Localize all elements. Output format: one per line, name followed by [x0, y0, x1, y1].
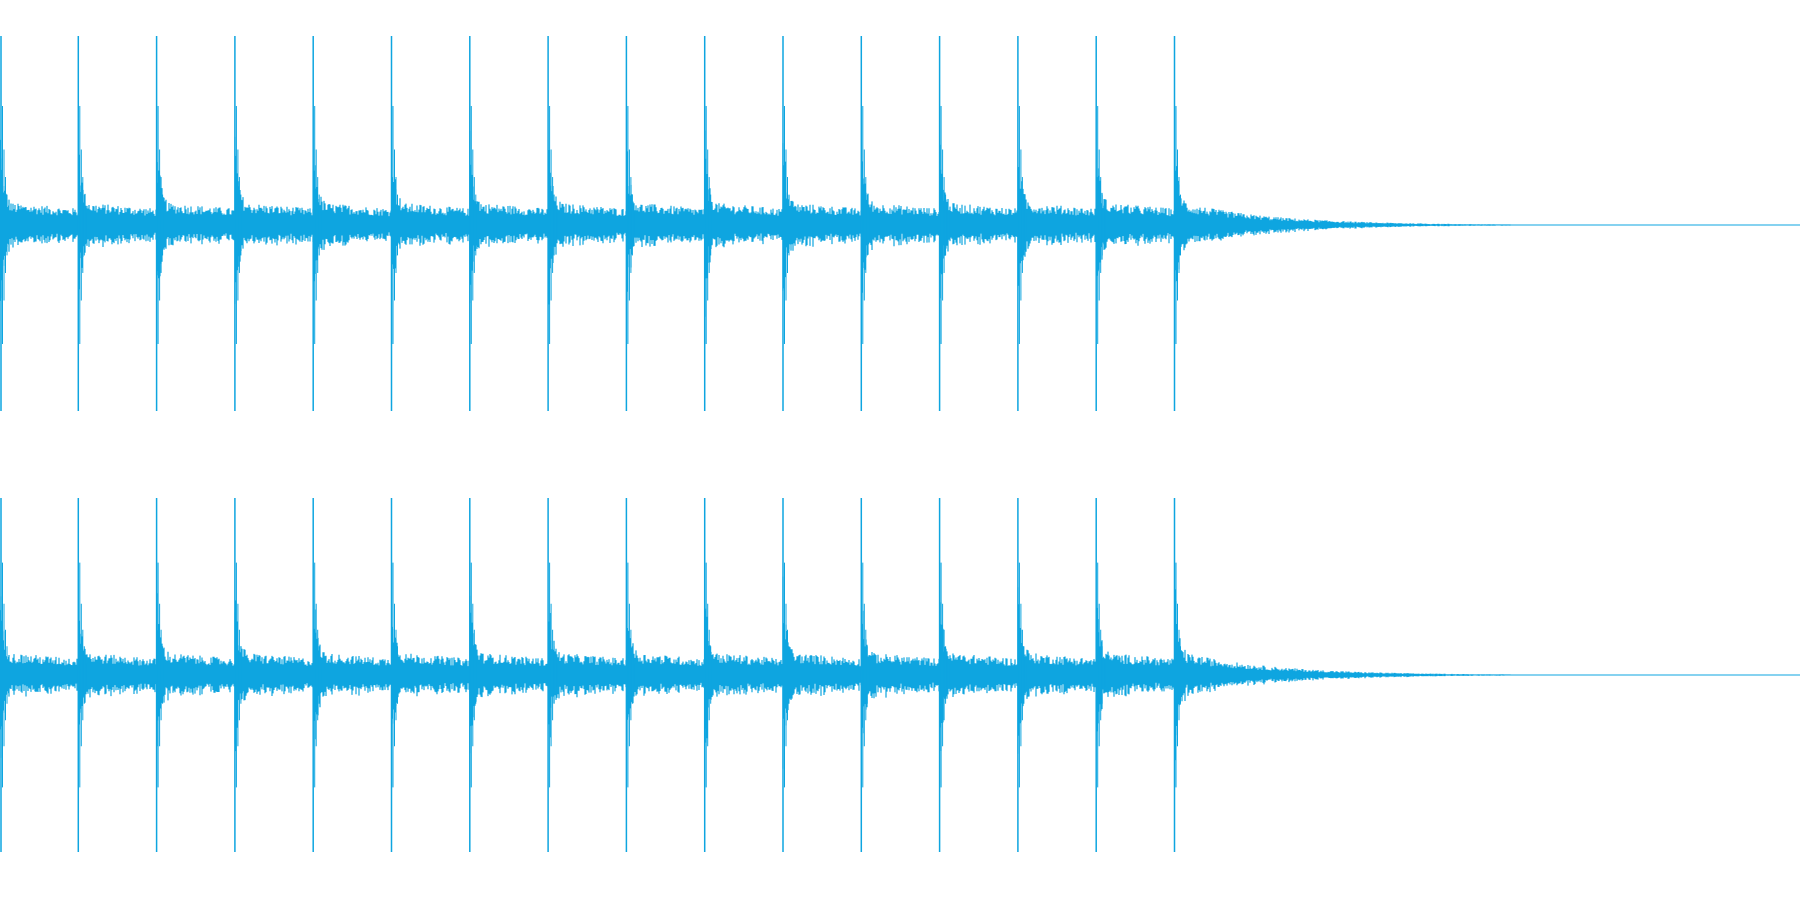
- channel-top: [0, 36, 1800, 411]
- channel-bottom: [0, 498, 1800, 852]
- waveform-envelope: [0, 576, 1511, 769]
- waveform-envelope: [0, 130, 1511, 317]
